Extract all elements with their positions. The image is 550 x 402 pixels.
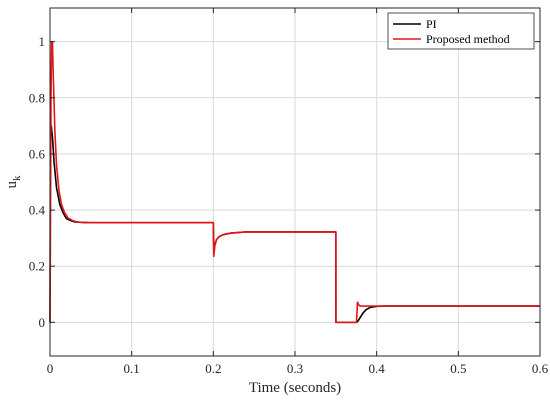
y-axis-label-subscript: k — [11, 175, 23, 181]
y-axis-label-main: u — [4, 181, 20, 189]
x-tick-label: 0.4 — [369, 361, 386, 376]
legend-label-pi: PI — [426, 17, 437, 31]
x-tick-label: 0 — [47, 361, 54, 376]
x-tick-label: 0.1 — [124, 361, 140, 376]
x-axis-ticks: 0 0.1 0.2 0.3 0.4 0.5 0.6 — [47, 8, 549, 376]
y-tick-label: 0.4 — [29, 203, 46, 218]
y-axis-label: uk — [4, 175, 23, 189]
x-tick-label: 0.2 — [205, 361, 221, 376]
x-tick-label: 0.5 — [450, 361, 466, 376]
legend: PI Proposed method — [387, 12, 535, 50]
y-tick-label: 0.8 — [29, 90, 45, 105]
legend-box — [387, 12, 535, 50]
series-lines — [49, 40, 540, 324]
y-tick-label: 1 — [39, 34, 46, 49]
series-line-proposed-method — [49, 40, 540, 324]
x-axis-label: Time (seconds) — [249, 380, 341, 396]
x-tick-label: 0.3 — [287, 361, 303, 376]
y-axis-ticks: 0 0.2 0.4 0.6 0.8 1 — [29, 34, 540, 330]
legend-label-proposed-method: Proposed method — [426, 32, 510, 46]
y-tick-label: 0.2 — [29, 259, 45, 274]
y-tick-label: 0 — [39, 315, 46, 330]
x-tick-label: 0.6 — [532, 361, 549, 376]
y-tick-label: 0.6 — [29, 146, 46, 161]
